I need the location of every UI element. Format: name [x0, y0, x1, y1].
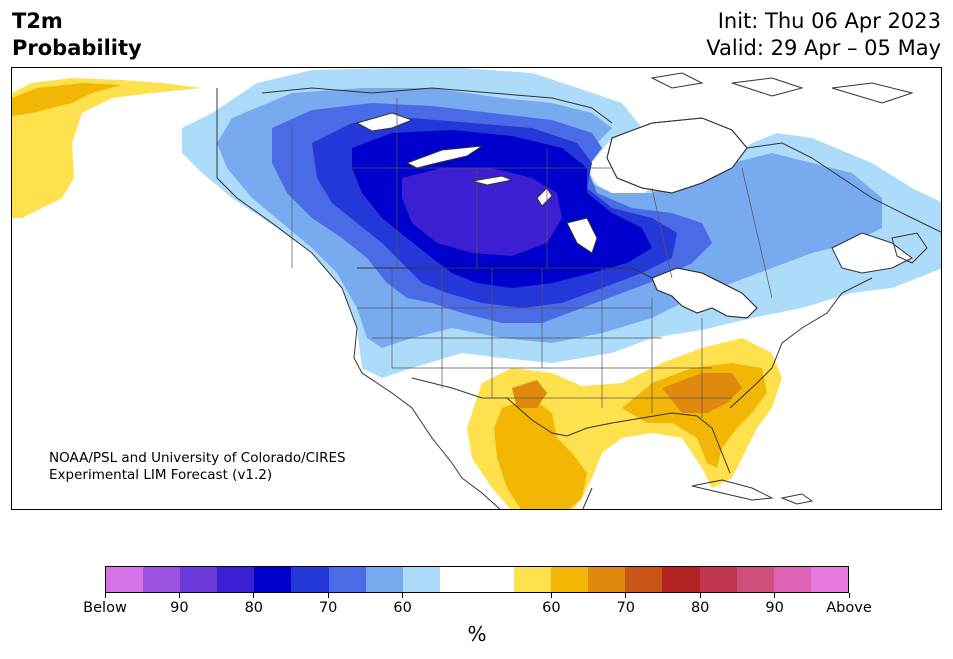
newfoundland [891, 232, 928, 264]
arctic-island-3 [831, 82, 914, 104]
credit-line1: NOAA/PSL and University of Colorado/CIRE… [49, 450, 346, 466]
lake-winnipegosis [536, 187, 553, 207]
province-line-6 [651, 187, 673, 279]
colorbar-segment [551, 567, 589, 592]
colorbar-segment [476, 567, 515, 592]
colorbar-segment [810, 567, 848, 592]
colorbar-tick-label: 90 [170, 600, 189, 616]
title-line2: Probability [12, 36, 142, 60]
colorbar-segment [365, 567, 403, 592]
contour-above-70-mexico [512, 380, 547, 408]
credit-line2: Experimental LIM Forecast (v1.2) [49, 467, 273, 483]
labrador-coast [746, 142, 941, 233]
hudson-bay-coast [606, 117, 748, 194]
lake-athabasca [471, 175, 514, 186]
colorbar-segment [143, 567, 181, 592]
colorbar-tick-label: Below [83, 600, 127, 616]
colorbar-tick [402, 593, 404, 598]
state-province-borders [291, 98, 773, 418]
colorbar-segment [514, 567, 552, 592]
colorbar-segment [328, 567, 366, 592]
cuba [691, 479, 774, 501]
province-line-7 [741, 167, 773, 299]
colorbar-segment [439, 567, 477, 592]
colorbar-segment [588, 567, 626, 592]
colorbar-segment [699, 567, 737, 592]
arctic-island-2 [731, 77, 804, 97]
colorbar-tick-label: 70 [318, 600, 338, 616]
colorbar-segment [773, 567, 811, 592]
colorbar-segment [662, 567, 700, 592]
colorbar-segment [217, 567, 255, 592]
contour-above-65-alaska [12, 83, 122, 116]
arctic-coast [261, 87, 613, 124]
country-borders [216, 87, 941, 509]
colorbar-tick [699, 593, 701, 598]
contour-below-90 [402, 168, 562, 256]
hispaniola [780, 493, 814, 505]
colorbar-unit-label: % [467, 622, 487, 646]
valid-date: Valid: 29 Apr – 05 May [706, 36, 941, 60]
colorbar [105, 566, 849, 593]
canada-us-border [357, 267, 653, 279]
colorbar-tick [327, 593, 329, 598]
mexico-coast [461, 477, 593, 509]
init-date: Init: Thu 06 Apr 2023 [717, 9, 941, 33]
colorbar-tick [625, 593, 627, 598]
colorbar-tick [178, 593, 180, 598]
colorbar-segment [736, 567, 774, 592]
colorbar-tick [774, 593, 776, 598]
colorbar-tick-label: 90 [765, 600, 784, 616]
colorbar-tick [253, 593, 255, 598]
lake-winnipeg [566, 217, 598, 254]
colorbar-tick-label: 60 [393, 600, 412, 616]
colorbar-tick-label: 70 [616, 600, 636, 616]
great-bear-lake [355, 112, 414, 132]
chart-title: T2m Probability [12, 8, 142, 62]
islands [650, 72, 928, 505]
colorbar-segment [291, 567, 329, 592]
alaska-border [216, 88, 273, 224]
colorbar-tick [848, 593, 850, 598]
colorbar-tick [550, 593, 552, 598]
probability-map [12, 68, 941, 509]
gulf-of-st-lawrence [831, 232, 913, 274]
colorbar-segment [402, 567, 440, 592]
colorbar-segment [180, 567, 218, 592]
title-line1: T2m [12, 9, 63, 33]
colorbar-tick-label: 80 [690, 600, 710, 616]
colorbar-segment [254, 567, 292, 592]
colorbar-segment [106, 567, 144, 592]
east-coast [729, 277, 873, 409]
colorbar-tick-label: 80 [244, 600, 264, 616]
map-panel [11, 67, 942, 510]
colorbar-tick-label: 60 [542, 600, 561, 616]
contour-above-65-south [494, 398, 587, 509]
credit-text: NOAA/PSL and University of Colorado/CIRE… [49, 450, 346, 484]
colorbar-segment [625, 567, 663, 592]
colorbar-tick [104, 593, 106, 598]
colorbar-tick-label: Above [826, 600, 872, 616]
arctic-island-1 [650, 72, 704, 89]
west-coast [271, 222, 463, 479]
contour-above-60-alaska [12, 78, 202, 218]
great-lakes-outline [651, 267, 758, 319]
gulf-coast [566, 412, 731, 474]
forecast-dates: Init: Thu 06 Apr 2023 Valid: 29 Apr – 05… [706, 8, 941, 62]
